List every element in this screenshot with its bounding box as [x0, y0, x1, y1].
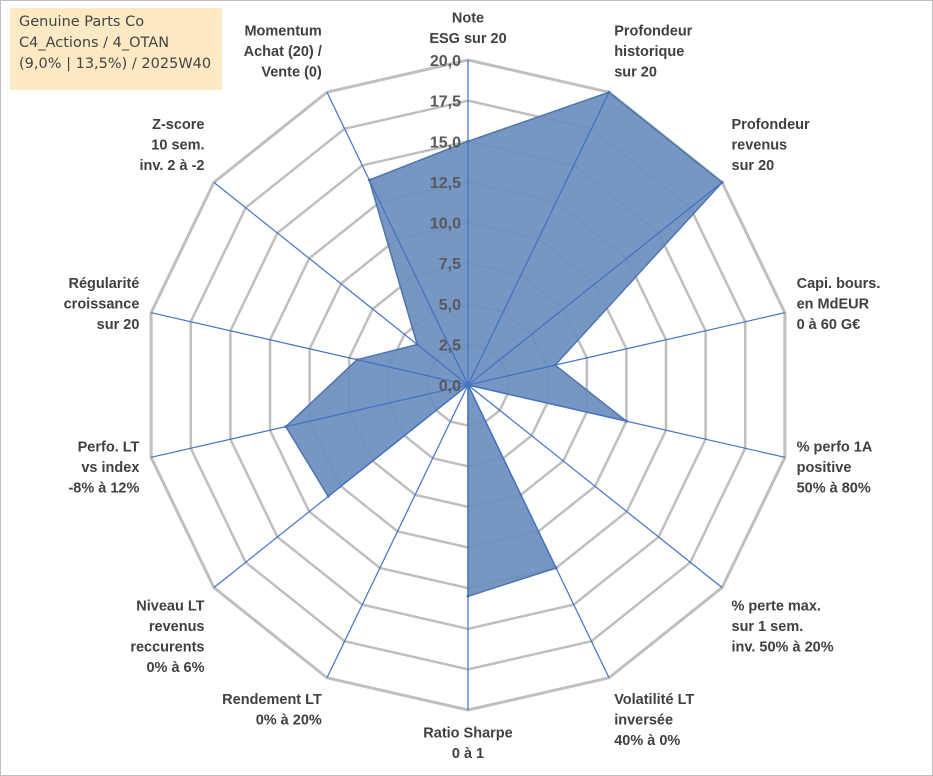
axis-spoke: [326, 384, 469, 679]
axis-label-line: 50% à 80%: [797, 481, 871, 497]
axis-label: Régularité croissance sur 20: [64, 276, 140, 333]
axis-label-line: Note: [452, 11, 484, 27]
axis-spoke: [467, 181, 723, 386]
axis-label-line: -8% à 12%: [68, 481, 139, 497]
axis-label-line: ESG sur 20: [429, 31, 506, 47]
axis-label-line: en MdEUR: [797, 296, 870, 312]
axis-label-line: revenus: [149, 619, 205, 635]
tick-label: 0,0: [439, 378, 461, 395]
tick-label: 2,5: [439, 337, 461, 354]
axis-label: % perfo 1A positive 50% à 80%: [797, 440, 873, 497]
axis-label-line: Rendement LT: [222, 692, 322, 708]
axis-label-line: vs index: [81, 460, 139, 476]
axis-label-line: Momentum: [244, 23, 321, 39]
axis-label-line: 40% à 0%: [614, 733, 680, 749]
axis-spoke: [213, 181, 469, 386]
tick-label: 20,0: [430, 53, 461, 70]
axis-spoke: [150, 312, 469, 386]
tick-label: 15,0: [430, 134, 461, 151]
axis-label-line: Profondeur: [614, 23, 692, 39]
radar-spokes: [150, 60, 786, 710]
axis-label: Rendement LT 0% à 20%: [222, 692, 322, 729]
axis-spoke: [467, 384, 610, 679]
tick-label: 5,0: [439, 297, 461, 314]
axis-label-line: 0 à 60 G€: [797, 317, 861, 333]
axis-label: Note ESG sur 20: [429, 11, 506, 48]
axis-label-line: Volatilité LT: [614, 692, 694, 708]
axis-label-line: sur 20: [614, 64, 657, 80]
axis-spoke: [213, 384, 469, 589]
tick-label: 17,5: [430, 94, 461, 111]
axis-label-line: historique: [614, 44, 684, 60]
axis-label: Niveau LT revenus reccurents 0% à 6%: [130, 599, 204, 677]
axis-label: Capi. bours. en MdEUR 0 à 60 G€: [797, 276, 881, 333]
axis-label-line: inv. 2 à -2: [139, 158, 204, 174]
axis-label-line: reccurents: [130, 640, 204, 656]
axis-label-line: 0% à 20%: [256, 713, 322, 729]
axis-label-line: Profondeur: [732, 117, 810, 133]
axis-label-line: Niveau LT: [136, 599, 204, 615]
axis-label: Perfo. LT vs index -8% à 12%: [68, 440, 139, 497]
info-portfolio: C4_Actions / 4_OTAN: [19, 35, 170, 51]
axis-label-line: 10 sem.: [151, 137, 204, 153]
info-box: Genuine Parts Co C4_Actions / 4_OTAN (9,…: [10, 8, 222, 90]
axis-spoke: [467, 384, 723, 589]
axis-label: % perte max. sur 1 sem. inv. 50% à 20%: [732, 599, 834, 656]
radar-series: [284, 90, 724, 598]
axis-spoke: [150, 384, 469, 458]
axis-label-line: Z-score: [152, 117, 204, 133]
radar-tick-labels: 0,0 2,5 5,0 7,5 10,0 12,5 15,0 17,5 20,0: [430, 53, 461, 395]
axis-label-line: Perfo. LT: [78, 440, 140, 456]
info-weights-week: (9,0% | 13,5%) / 2025W40: [19, 56, 212, 72]
axis-label: Profondeur revenus sur 20: [732, 117, 810, 174]
axis-label-line: Vente (0): [261, 64, 322, 80]
axis-label-line: inv. 50% à 20%: [732, 640, 834, 656]
tick-label: 12,5: [430, 175, 461, 192]
axis-label-line: 0% à 6%: [146, 660, 204, 676]
axis-label-line: Achat (20) /: [244, 44, 322, 60]
series-area: [284, 91, 724, 598]
axis-label: Profondeur historique sur 20: [614, 23, 692, 80]
axis-label-line: revenus: [732, 137, 788, 153]
axis-spoke: [467, 91, 610, 386]
info-company: Genuine Parts Co: [19, 14, 145, 30]
tick-label: 10,0: [430, 216, 461, 233]
axis-spoke: [326, 91, 469, 386]
axis-label-line: inversée: [614, 713, 673, 729]
axis-label-line: % perte max.: [732, 599, 821, 615]
axis-label-line: Régularité: [68, 276, 139, 292]
radar-axis-labels: Note ESG sur 20 Profondeur historique sur 20…: [64, 11, 881, 763]
axis-spoke: [467, 312, 786, 386]
axis-label-line: 0 à 1: [452, 746, 484, 762]
axis-label-line: Ratio Sharpe: [423, 726, 512, 742]
axis-label-line: sur 20: [732, 158, 775, 174]
axis-label-line: sur 1 sem.: [732, 619, 804, 635]
axis-label-line: sur 20: [97, 317, 140, 333]
axis-label-line: Capi. bours.: [797, 276, 881, 292]
tick-label: 7,5: [439, 256, 461, 273]
axis-label: Z-score 10 sem. inv. 2 à -2: [139, 117, 204, 174]
axis-label-line: % perfo 1A: [797, 440, 873, 456]
axis-label: Momentum Achat (20) / Vente (0): [244, 23, 322, 80]
axis-label: Volatilité LT inversée 40% à 0%: [614, 692, 694, 749]
axis-label-line: positive: [797, 460, 852, 476]
axis-label-line: croissance: [64, 296, 140, 312]
axis-label: Ratio Sharpe 0 à 1: [423, 726, 512, 763]
axis-spoke: [467, 384, 786, 458]
